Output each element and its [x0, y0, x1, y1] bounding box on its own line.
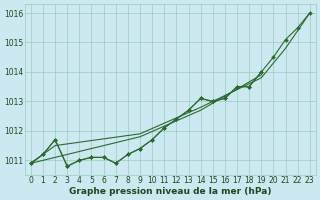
X-axis label: Graphe pression niveau de la mer (hPa): Graphe pression niveau de la mer (hPa): [69, 187, 272, 196]
